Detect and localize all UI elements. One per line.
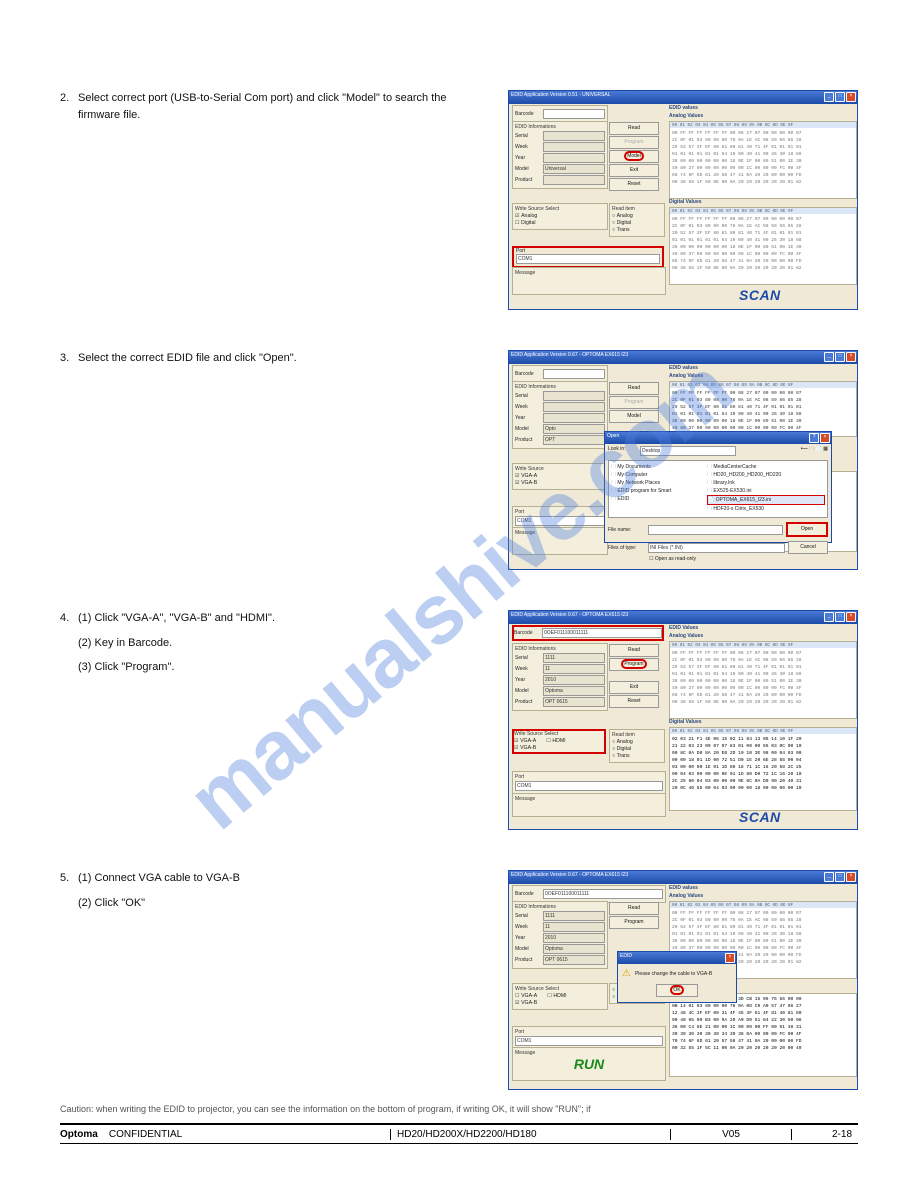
step-2-row: 2. Select correct port (USB-to-Serial Co… [60, 90, 858, 310]
max-icon[interactable]: □ [835, 92, 845, 102]
model-button[interactable]: Model [609, 150, 659, 163]
screenshot-4: EDID Application Version 0.67 - OPTOMA E… [508, 870, 858, 1090]
min-icon[interactable]: _ [824, 92, 834, 102]
open-dialog: Open ?× Look in: Desktop ⟵ 🗀 📄 ▦ 🗀 My Do… [604, 431, 832, 543]
barcode-field[interactable] [543, 109, 605, 119]
port-select[interactable]: COM1 [516, 254, 660, 264]
step-4-text: 4. (1) Click "VGA-A", "VGA-B" and "HDMI"… [60, 610, 508, 684]
step-2-text: 2. Select correct port (USB-to-Serial Co… [60, 90, 508, 131]
scan-label: SCAN [739, 287, 781, 303]
screenshot-1: EDID Application Version 0.51 - UNIVERSA… [508, 90, 858, 310]
barcode-field[interactable]: 0OEF011100011111 [542, 628, 662, 638]
digital-hex: 00 FF FF FF FF FF FF 00 08 27 07 00 00 0… [672, 217, 802, 271]
program-button[interactable]: Program [609, 658, 659, 671]
step-5-row: 5. (1) Connect VGA cable to VGA-B (2) Cl… [60, 870, 858, 1090]
program-button[interactable]: Program [609, 136, 659, 149]
exit-button[interactable]: Exit [609, 164, 659, 177]
page: manualshive.com 2. Select correct port (… [0, 0, 918, 1188]
footer: Optoma CONFIDENTIAL HD20/HD200X/HD2200/H… [60, 1129, 858, 1140]
read-button[interactable]: Read [609, 122, 659, 135]
run-label: RUN [515, 1056, 663, 1072]
file-list[interactable]: 🗀 My Documents🗀 My Computer🗀 My Network … [608, 460, 828, 518]
ok-button[interactable]: OK [656, 984, 698, 997]
analog-hex: 00 FF FF FF FF FF FF 00 08 27 07 00 00 0… [672, 131, 802, 185]
open-button[interactable]: Open [786, 522, 828, 537]
step-5-text: 5. (1) Connect VGA cable to VGA-B (2) Cl… [60, 870, 508, 919]
caution-note: Caution: when writing the EDID to projec… [60, 1104, 858, 1114]
close-icon[interactable]: × [846, 92, 856, 102]
cancel-button[interactable]: Cancel [788, 541, 828, 554]
step-3-text: 3. Select the correct EDID file and clic… [60, 350, 508, 375]
step-4-row: 4. (1) Click "VGA-A", "VGA-B" and "HDMI"… [60, 610, 858, 830]
screenshot-2: EDID Application Version 0.67 - OPTOMA E… [508, 350, 858, 570]
reset-button[interactable]: Reset [609, 178, 659, 191]
titlebar: EDID Application Version 0.51 - UNIVERSA… [509, 91, 857, 104]
message-dialog: EDID × ⚠ Please change the cable to VGA-… [617, 951, 737, 1003]
step-3-row: 3. Select the correct EDID file and clic… [60, 350, 858, 570]
screenshot-3: EDID Application Version 0.67 - OPTOMA E… [508, 610, 858, 830]
warning-icon: ⚠ [622, 968, 631, 979]
